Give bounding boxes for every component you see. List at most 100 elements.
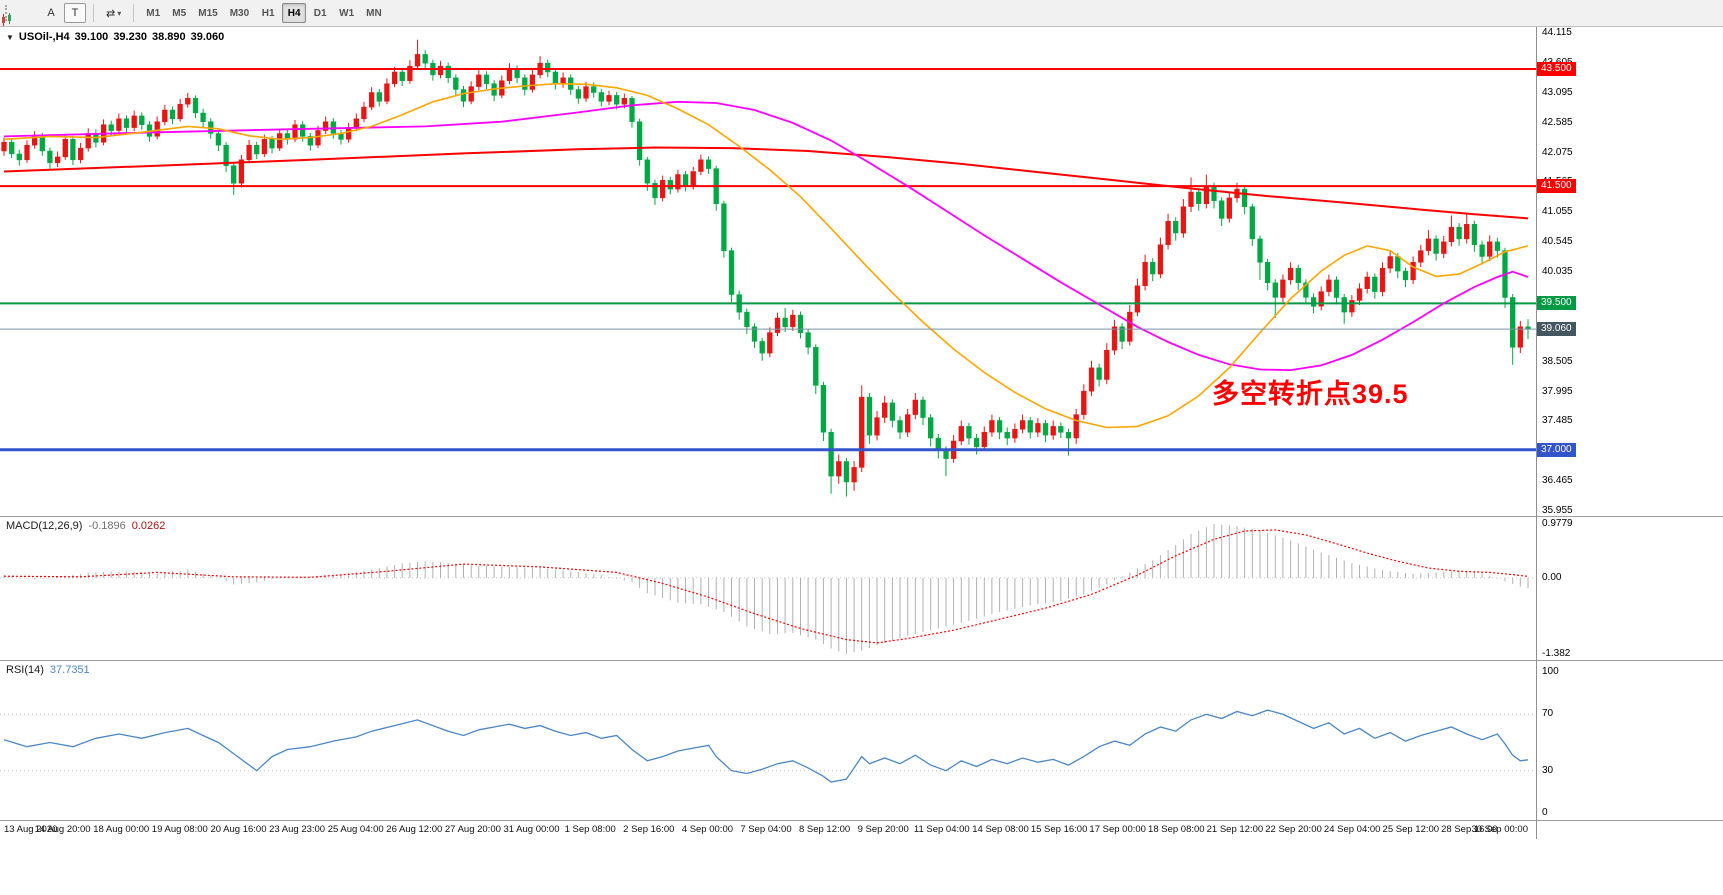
timeframe-H4[interactable]: H4 bbox=[282, 3, 307, 23]
rsi-line bbox=[3, 709, 1529, 783]
annotate-a-button[interactable]: A bbox=[40, 3, 62, 23]
x-axis-label: 15 Sep 16:00 bbox=[1030, 824, 1088, 835]
main-chart-canvas[interactable] bbox=[0, 27, 1536, 516]
chevron-down-icon: ▾ bbox=[117, 8, 122, 18]
ma-fast bbox=[3, 82, 1529, 429]
panel-separator[interactable] bbox=[0, 820, 1723, 821]
rsi-value: 37.7351 bbox=[49, 664, 90, 676]
macd-signal-line bbox=[3, 529, 1529, 644]
y-axis-tick: 37.485 bbox=[1542, 415, 1573, 427]
x-axis-label: 13 Aug 2020 bbox=[4, 824, 58, 835]
rsi-title: RSI(14) bbox=[6, 664, 44, 676]
price-badge: 39.500 bbox=[1537, 296, 1576, 311]
chart-annotation: 多空转折点39.5 bbox=[1212, 379, 1409, 409]
ohlc-close: 39.060 bbox=[190, 31, 225, 43]
timeframe-M30[interactable]: M30 bbox=[225, 3, 254, 23]
ma-slow bbox=[3, 146, 1529, 220]
x-axis-label: 18 Aug 00:00 bbox=[93, 824, 150, 835]
y-axis-tick: 70 bbox=[1542, 708, 1554, 720]
y-axis-tick: 43.095 bbox=[1542, 86, 1573, 98]
price-badge: 39.060 bbox=[1537, 322, 1576, 337]
price-badge: 41.500 bbox=[1537, 179, 1576, 194]
x-axis-label: 2 Sep 16:00 bbox=[623, 824, 675, 835]
price-badge: 37.000 bbox=[1537, 442, 1576, 457]
macd-header: MACD(12,26,9) -0.1896 0.0262 bbox=[6, 520, 165, 532]
price-axis[interactable]: 44.11543.60543.09542.58542.07541.56541.0… bbox=[1537, 27, 1723, 840]
y-axis-tick: 100 bbox=[1542, 666, 1559, 677]
x-axis-label: 4 Sep 00:00 bbox=[681, 824, 734, 835]
x-axis-label: 21 Sep 12:00 bbox=[1206, 824, 1264, 835]
collapse-icon[interactable]: ▼ bbox=[6, 32, 14, 42]
y-axis-tick: 0.00 bbox=[1542, 571, 1562, 583]
ma-mid bbox=[3, 100, 1529, 372]
macd-histogram bbox=[3, 524, 1529, 654]
toolbar-divider bbox=[133, 4, 135, 22]
macd-signal-value: 0.0262 bbox=[131, 520, 166, 532]
x-axis-label: 17 Sep 00:00 bbox=[1089, 824, 1146, 835]
candles bbox=[1, 39, 1531, 497]
panel-separator[interactable] bbox=[0, 516, 1723, 517]
y-axis-tick: 37.995 bbox=[1542, 385, 1573, 397]
price-badge: 43.500 bbox=[1537, 62, 1576, 77]
x-axis-label: 20 Aug 16:00 bbox=[210, 824, 267, 835]
y-axis-tick: 0 bbox=[1542, 807, 1548, 818]
y-axis-tick: 36.465 bbox=[1542, 475, 1573, 487]
chart-type-button[interactable] bbox=[2, 3, 38, 26]
chart-legend: ▼ USOil-,H4 39.100 39.230 38.890 39.060 bbox=[6, 31, 224, 43]
y-axis-tick: 40.035 bbox=[1542, 266, 1573, 277]
x-axis-label: 27 Aug 20:00 bbox=[444, 824, 501, 835]
cycle-icon: ⇄ bbox=[106, 7, 116, 20]
x-axis-label: 14 Sep 08:00 bbox=[972, 824, 1029, 835]
ohlc-low: 38.890 bbox=[151, 31, 186, 43]
x-axis-label: 23 Aug 23:00 bbox=[269, 824, 326, 835]
x-axis-label: 26 Aug 12:00 bbox=[386, 824, 443, 835]
text-tool-button[interactable]: T bbox=[64, 3, 86, 23]
timeframe-D1[interactable]: D1 bbox=[308, 3, 332, 23]
toolbar-divider bbox=[93, 4, 94, 22]
toolbar-grip[interactable] bbox=[5, 5, 10, 21]
x-axis-label: 7 Sep 04:00 bbox=[740, 824, 792, 835]
ohlc-open: 39.100 bbox=[74, 31, 109, 43]
x-axis-label: 19 Aug 08:00 bbox=[151, 824, 208, 835]
y-axis-tick: 40.545 bbox=[1542, 236, 1573, 248]
y-axis-tick: 42.585 bbox=[1542, 116, 1573, 128]
y-axis-tick: 41.055 bbox=[1542, 206, 1573, 218]
toolbar: A T ⇄ ▾ M1 M5 M15 M30 H1 H4 D1 W1 MN bbox=[0, 0, 1723, 27]
y-axis-tick: 44.115 bbox=[1542, 27, 1572, 38]
x-axis-label: 9 Sep 20:00 bbox=[857, 824, 909, 835]
macd-main-value: -0.1896 bbox=[88, 520, 126, 532]
timeframe-MN[interactable]: MN bbox=[361, 3, 387, 23]
x-axis-label: 14 Aug 20:00 bbox=[34, 824, 91, 835]
timeframe-group: M1 M5 M15 M30 H1 H4 D1 W1 MN bbox=[140, 3, 387, 23]
ohlc-high: 39.230 bbox=[113, 31, 147, 43]
y-axis-tick: 38.505 bbox=[1542, 355, 1573, 367]
price-axis-separator bbox=[1536, 27, 1537, 839]
x-axis-label: 24 Sep 04:00 bbox=[1323, 824, 1381, 835]
x-axis-label: 8 Sep 12:00 bbox=[798, 824, 851, 835]
y-axis-tick: 42.075 bbox=[1542, 146, 1573, 158]
macd-title: MACD(12,26,9) bbox=[6, 520, 83, 532]
x-axis-label: 25 Aug 04:00 bbox=[327, 824, 384, 835]
x-axis-label: 25 Sep 12:00 bbox=[1382, 824, 1440, 835]
y-axis-tick: 35.955 bbox=[1542, 505, 1573, 516]
rsi-canvas[interactable] bbox=[0, 661, 1536, 820]
timeframe-H1[interactable]: H1 bbox=[256, 3, 280, 23]
x-axis-label: 28 Sep 16:00 bbox=[1441, 824, 1498, 835]
macd-canvas[interactable] bbox=[0, 517, 1536, 660]
timeframe-M5[interactable]: M5 bbox=[167, 3, 191, 23]
x-axis-label: 18 Sep 08:00 bbox=[1148, 824, 1205, 835]
x-axis-label: 30 Sep 00:00 bbox=[1471, 824, 1528, 835]
x-axis-label: 22 Sep 20:00 bbox=[1265, 824, 1322, 835]
timeframe-M15[interactable]: M15 bbox=[193, 3, 222, 23]
x-axis-label: 31 Aug 00:00 bbox=[503, 824, 560, 835]
timeframe-menu-button[interactable]: ⇄ ▾ bbox=[101, 3, 126, 23]
rsi-header: RSI(14) 37.7351 bbox=[6, 664, 90, 676]
panel-separator[interactable] bbox=[0, 660, 1723, 661]
timeframe-M1[interactable]: M1 bbox=[141, 3, 165, 23]
y-axis-tick: 30 bbox=[1542, 764, 1554, 776]
y-axis-tick: 0.9779 bbox=[1542, 518, 1573, 529]
symbol-label: USOil-,H4 bbox=[18, 31, 70, 43]
time-axis[interactable]: 13 Aug 2020 14 Aug 20:00 18 Aug 00:00 19 Au… bbox=[0, 821, 1536, 840]
timeframe-W1[interactable]: W1 bbox=[334, 3, 359, 23]
x-axis-label: 1 Sep 08:00 bbox=[564, 824, 616, 835]
